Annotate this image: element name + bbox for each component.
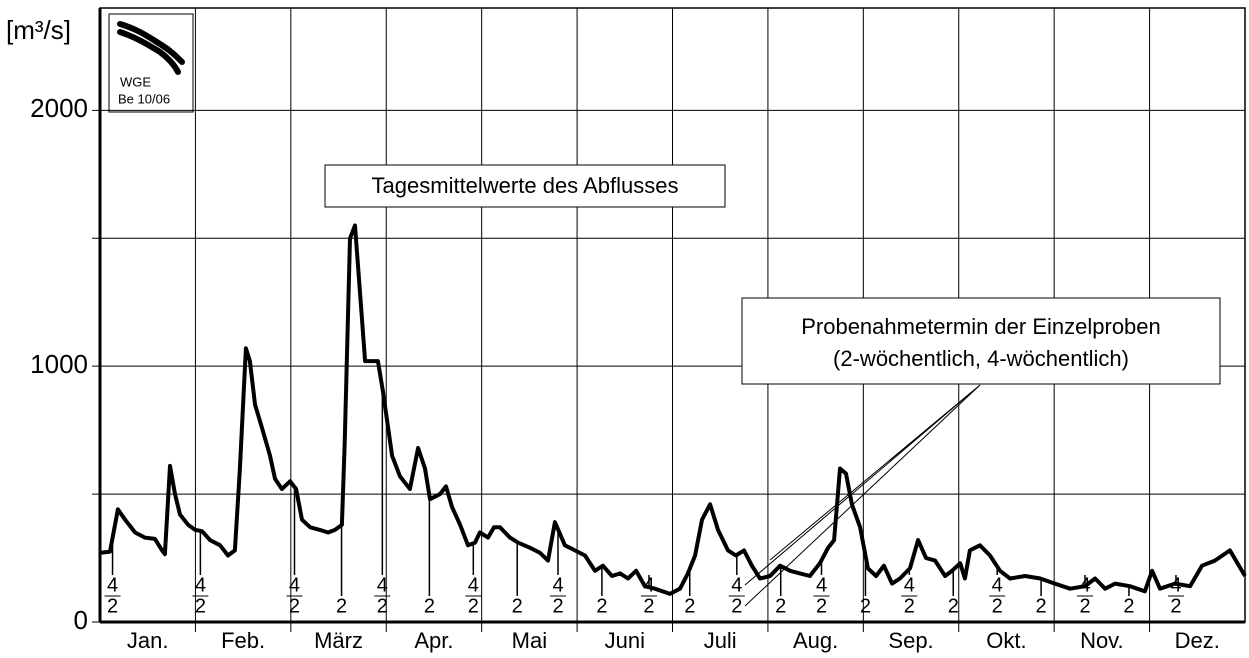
sample-label: 2 [336,595,347,617]
sample-label: 2 [860,595,871,617]
sample-label: 4 [552,574,563,596]
logo-icon [117,21,185,75]
sample-label: 4 [195,574,206,596]
sample-label: 2 [468,595,479,617]
sample-label: 4 [992,574,1003,596]
x-tick-label: Apr. [414,628,453,653]
x-tick-label: Aug. [793,628,838,653]
sample-label: 2 [289,595,300,617]
x-tick-label: Okt. [986,628,1026,653]
sample-label: 2 [424,595,435,617]
logo-text: WGE [120,74,151,89]
annotation-box [324,164,726,208]
sample-label: 2 [596,595,607,617]
x-tick-label: Feb. [221,628,265,653]
discharge-line [99,223,1247,596]
sample-label: 4 [107,574,118,596]
sample-label: 2 [377,595,388,617]
sample-label: 4 [289,574,300,596]
sample-label: 2 [1079,595,1090,617]
sample-label: 2 [643,595,654,617]
sample-label: 2 [816,595,827,617]
x-tick-label: Nov. [1080,628,1124,653]
y-axis-label: [m³/s] [6,15,71,45]
logo-text: Be 10/06 [118,91,170,106]
x-tick-label: Juli [704,628,737,653]
annotation: (2-wöchentlich, 4-wöchentlich) [833,346,1129,371]
y-tick-label: 2000 [30,93,88,123]
sample-label: 4 [377,574,388,596]
sample-label: 2 [195,595,206,617]
x-tick-label: Jan. [127,628,169,653]
x-tick-label: Juni [605,628,645,653]
annotation: Tagesmittelwerte des Abflusses [372,173,679,198]
sample-label: 2 [904,595,915,617]
annotation: Probenahmetermin der Einzelproben [801,314,1161,339]
x-tick-label: Dez. [1175,628,1220,653]
sample-label: 2 [992,595,1003,617]
y-tick-label: 1000 [30,349,88,379]
sample-label: 2 [107,595,118,617]
sample-label: 4 [816,574,827,596]
y-tick-label: 0 [74,605,88,635]
sample-label: 4 [904,574,915,596]
sample-label: 2 [775,595,786,617]
x-tick-label: März [314,628,363,653]
sample-label: 2 [684,595,695,617]
sample-label: 2 [1170,595,1181,617]
sample-label: 2 [731,595,742,617]
sample-label: 4 [731,574,742,596]
annotation-box [741,297,1221,385]
sample-label: 2 [948,595,959,617]
sample-label: 2 [552,595,563,617]
sample-label: 2 [512,595,523,617]
x-tick-label: Mai [512,628,547,653]
sample-label: 2 [1036,595,1047,617]
sample-label: 4 [468,574,479,596]
sample-label: 2 [1123,595,1134,617]
leader-line [744,384,981,607]
x-tick-label: Sep. [888,628,933,653]
